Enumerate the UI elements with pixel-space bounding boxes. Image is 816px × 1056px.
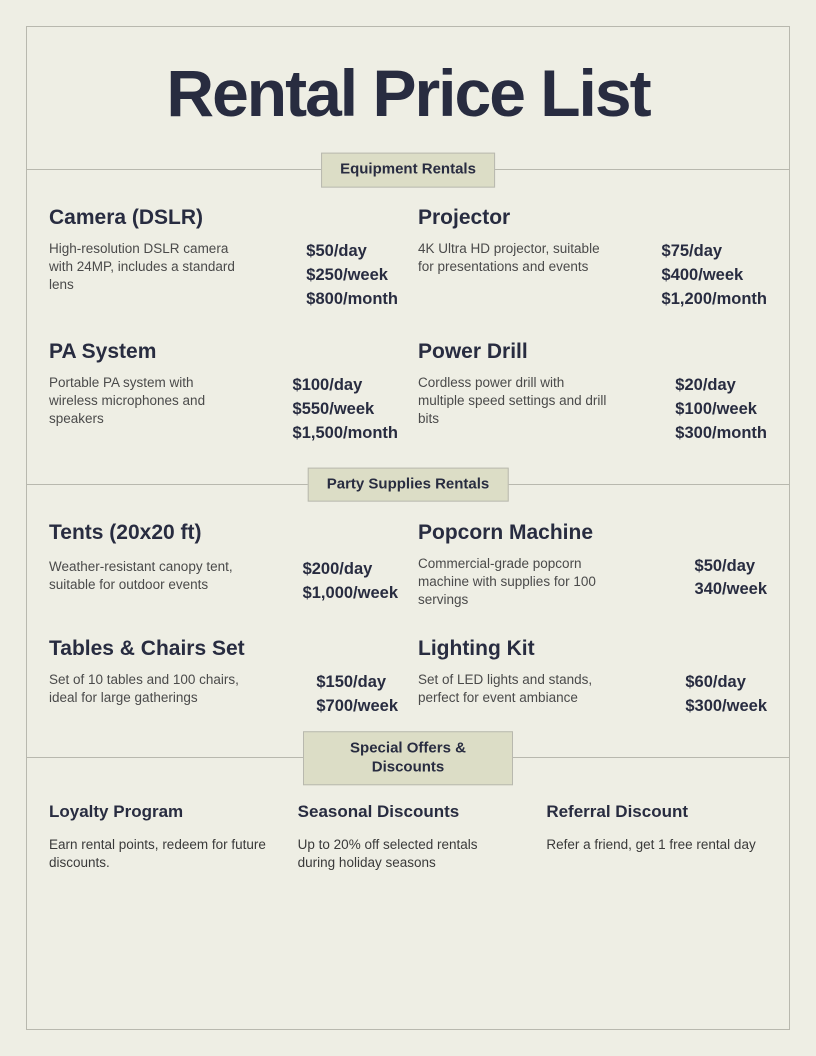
- price-week: $550/week: [293, 398, 398, 422]
- item-prices: $200/day $1,000/week: [303, 558, 398, 606]
- party-item: Tents (20x20 ft) Weather-resistant canop…: [49, 521, 398, 610]
- section-divider-party: Party Supplies Rentals: [27, 484, 789, 485]
- item-prices: $75/day $400/week $1,200/month: [662, 240, 767, 312]
- item-prices: $50/day 340/week: [695, 555, 767, 603]
- section-label-equipment: Equipment Rentals: [321, 153, 495, 188]
- party-item: Popcorn Machine Commercial-grade popcorn…: [418, 521, 767, 610]
- item-desc: 4K Ultra HD projector, suitable for pres…: [418, 240, 613, 312]
- item-desc: Weather-resistant canopy tent, suitable …: [49, 558, 244, 609]
- price-week: $400/week: [662, 264, 767, 288]
- price-week: $250/week: [306, 264, 398, 288]
- price-month: $1,500/month: [293, 422, 398, 446]
- item-desc: Commercial-grade popcorn machine with su…: [418, 555, 613, 610]
- price-week: $100/week: [675, 398, 767, 422]
- item-desc: Set of 10 tables and 100 chairs, ideal f…: [49, 671, 244, 719]
- offer-name: Referral Discount: [546, 802, 767, 822]
- item-desc: Portable PA system with wireless microph…: [49, 374, 244, 446]
- item-prices: $60/day $300/week: [685, 671, 767, 719]
- offer-item: Loyalty Program Earn rental points, rede…: [49, 802, 270, 872]
- item-desc: Set of LED lights and stands, perfect fo…: [418, 671, 613, 719]
- party-item: Tables & Chairs Set Set of 10 tables and…: [49, 637, 398, 719]
- party-grid: Tents (20x20 ft) Weather-resistant canop…: [27, 485, 789, 742]
- offer-desc: Up to 20% off selected rentals during ho…: [298, 836, 519, 872]
- item-name: Tents (20x20 ft): [49, 521, 398, 548]
- item-name: Power Drill: [418, 340, 767, 364]
- offer-item: Seasonal Discounts Up to 20% off selecte…: [298, 802, 519, 872]
- section-divider-equipment: Equipment Rentals: [27, 169, 789, 170]
- item-prices: $20/day $100/week $300/month: [675, 374, 767, 446]
- price-week: $300/week: [685, 695, 767, 719]
- item-name: Camera (DSLR): [49, 206, 398, 230]
- equipment-item: Camera (DSLR) High-resolution DSLR camer…: [49, 206, 398, 312]
- price-day: $100/day: [293, 374, 398, 398]
- section-label-offers: Special Offers & Discounts: [303, 731, 513, 785]
- price-day: $50/day: [306, 240, 398, 264]
- page-frame: Rental Price List Equipment Rentals Came…: [26, 26, 790, 1030]
- offer-name: Seasonal Discounts: [298, 802, 519, 822]
- price-day: $200/day: [303, 558, 398, 582]
- price-month: $300/month: [675, 422, 767, 446]
- price-day: $20/day: [675, 374, 767, 398]
- item-name: Tables & Chairs Set: [49, 637, 398, 661]
- item-name: Popcorn Machine: [418, 521, 767, 545]
- party-item: Lighting Kit Set of LED lights and stand…: [418, 637, 767, 719]
- offer-desc: Refer a friend, get 1 free rental day: [546, 836, 767, 854]
- section-divider-offers: Special Offers & Discounts: [27, 757, 789, 758]
- offer-desc: Earn rental points, redeem for future di…: [49, 836, 270, 872]
- item-name: Lighting Kit: [418, 637, 767, 661]
- equipment-grid: Camera (DSLR) High-resolution DSLR camer…: [27, 170, 789, 468]
- item-name: Projector: [418, 206, 767, 230]
- price-week: $1,000/week: [303, 582, 398, 606]
- equipment-item: PA System Portable PA system with wirele…: [49, 340, 398, 446]
- price-week: $700/week: [316, 695, 398, 719]
- offer-item: Referral Discount Refer a friend, get 1 …: [546, 802, 767, 872]
- equipment-item: Power Drill Cordless power drill with mu…: [418, 340, 767, 446]
- price-week: 340/week: [695, 578, 767, 602]
- page-title: Rental Price List: [27, 27, 789, 153]
- item-prices: $150/day $700/week: [316, 671, 398, 719]
- section-label-party: Party Supplies Rentals: [308, 467, 509, 502]
- price-day: $60/day: [685, 671, 767, 695]
- item-name: PA System: [49, 340, 398, 364]
- price-month: $1,200/month: [662, 288, 767, 312]
- price-day: $150/day: [316, 671, 398, 695]
- item-prices: $100/day $550/week $1,500/month: [293, 374, 398, 446]
- equipment-item: Projector 4K Ultra HD projector, suitabl…: [418, 206, 767, 312]
- offer-name: Loyalty Program: [49, 802, 270, 822]
- price-month: $800/month: [306, 288, 398, 312]
- item-desc: High-resolution DSLR camera with 24MP, i…: [49, 240, 244, 312]
- item-prices: $50/day $250/week $800/month: [306, 240, 398, 312]
- item-desc: Cordless power drill with multiple speed…: [418, 374, 613, 446]
- price-day: $50/day: [695, 555, 767, 579]
- price-day: $75/day: [662, 240, 767, 264]
